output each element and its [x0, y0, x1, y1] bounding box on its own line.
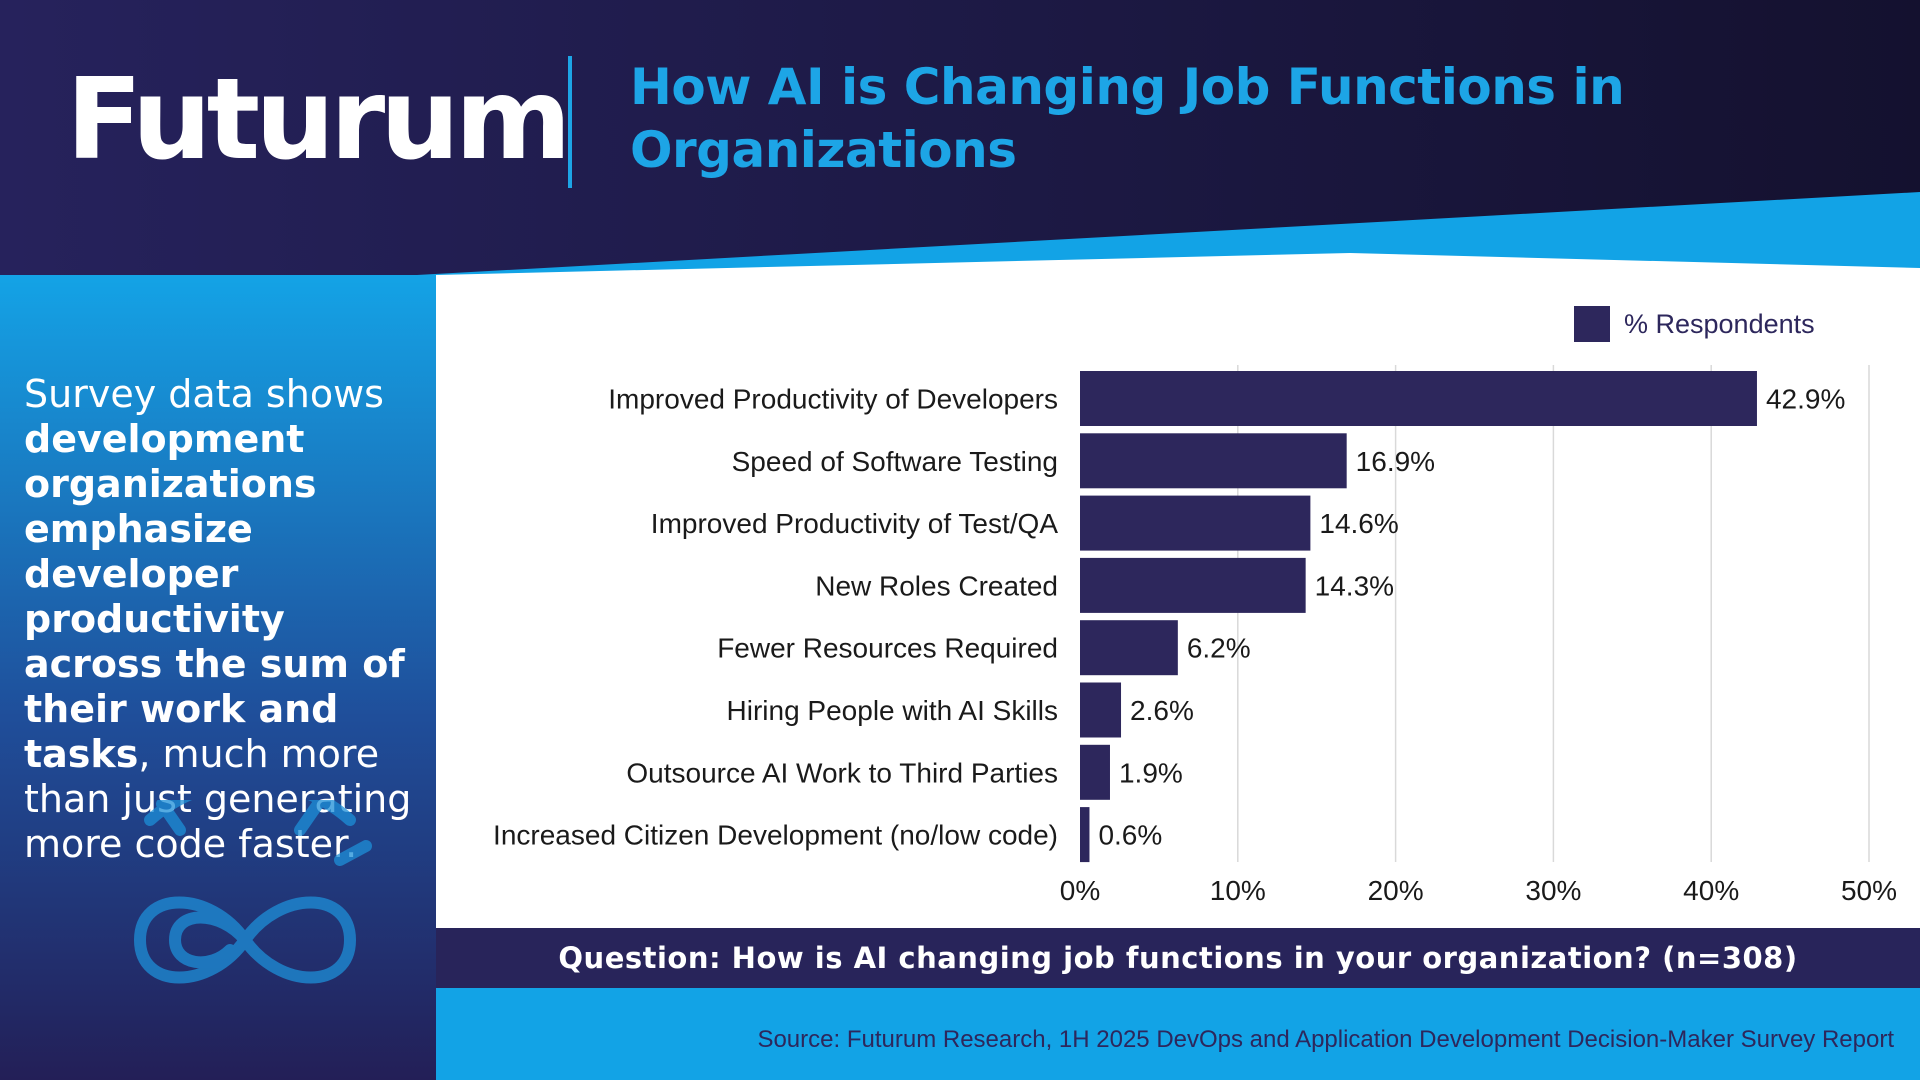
sidebar-summary: Survey data shows development organizati… — [24, 372, 424, 867]
category-label: Hiring People with AI Skills — [727, 695, 1058, 726]
bar — [1080, 495, 1311, 551]
summary-intro: Survey data shows — [24, 372, 384, 416]
x-tick-label: 0% — [1060, 875, 1100, 906]
x-tick-label: 20% — [1368, 875, 1424, 906]
survey-question: Question: How is AI changing job functio… — [558, 941, 1798, 975]
x-tick-label: 40% — [1683, 875, 1739, 906]
value-label: 14.3% — [1315, 570, 1394, 601]
question-banner: Question: How is AI changing job functio… — [436, 928, 1920, 988]
bar — [1080, 744, 1110, 800]
category-label: Outsource AI Work to Third Parties — [626, 757, 1058, 788]
summary-emphasis: development organizations emphasize deve… — [24, 417, 405, 776]
category-label: Speed of Software Testing — [732, 446, 1058, 477]
x-tick-label: 50% — [1841, 875, 1897, 906]
chart-legend: % Respondents — [1574, 306, 1815, 342]
legend-label: % Respondents — [1624, 308, 1815, 339]
category-label: Fewer Resources Required — [717, 633, 1058, 664]
header-divider — [568, 56, 572, 188]
bar — [1080, 807, 1090, 863]
category-label: New Roles Created — [815, 570, 1058, 601]
value-label: 6.2% — [1187, 633, 1251, 664]
value-label: 2.6% — [1130, 695, 1194, 726]
category-label: Improved Productivity of Test/QA — [651, 508, 1059, 539]
bar — [1080, 371, 1757, 426]
value-label: 0.6% — [1098, 820, 1162, 851]
summary-outro: , much more than just generating more co… — [24, 732, 412, 866]
bar — [1080, 682, 1122, 738]
bar — [1080, 433, 1347, 489]
x-tick-label: 30% — [1525, 875, 1581, 906]
bar — [1080, 620, 1178, 676]
bar — [1080, 557, 1306, 613]
gear-infinity-icon — [133, 800, 372, 984]
value-label: 1.9% — [1119, 757, 1183, 788]
brand-logo: Futurum — [66, 55, 572, 185]
category-label: Increased Citizen Development (no/low co… — [493, 820, 1058, 851]
value-label: 42.9% — [1766, 384, 1845, 415]
category-label: Improved Productivity of Developers — [608, 384, 1058, 415]
page-title: How AI is Changing Job Functions in Orga… — [630, 58, 1625, 179]
x-tick-label: 10% — [1210, 875, 1266, 906]
value-label: 16.9% — [1356, 446, 1435, 477]
legend-swatch — [1574, 306, 1610, 342]
source-note: Source: Futurum Research, 1H 2025 DevOps… — [757, 1026, 1894, 1053]
value-label: 14.6% — [1319, 508, 1398, 539]
